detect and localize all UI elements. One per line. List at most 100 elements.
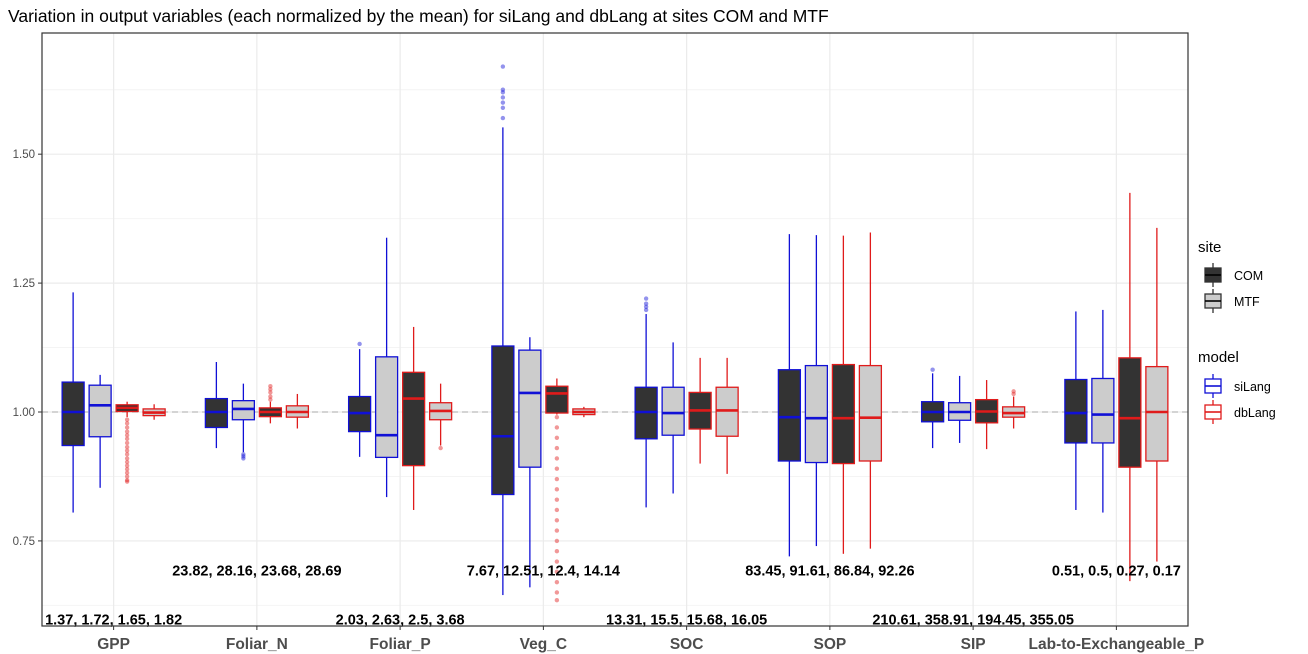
annotation-8: 0.51, 0.5, 0.27, 0.17 [1052,563,1181,579]
outlier-point [268,387,273,392]
outlier-point [268,397,273,402]
box-body [661,386,685,436]
outlier-point [124,456,130,461]
boxplot-soc-3 [688,357,712,464]
outlier-point [554,559,560,564]
boxplot-veg_c-1 [491,64,515,596]
boxplot-foliar_p-2 [374,237,399,498]
outlier-point [241,454,246,459]
outlier-point [554,579,560,585]
outlier-point [124,433,130,438]
legend-model: model siLang dbLang [1198,349,1276,424]
annotation-2: 23.82, 28.16, 23.68, 28.69 [172,563,341,579]
box-body [1118,357,1142,468]
legend-label: MTF [1234,295,1260,309]
x-tick-label: SOP [814,636,847,653]
outlier-point [1011,389,1016,394]
outlier-point [124,448,130,453]
boxplot-sip-2 [947,375,972,443]
boxplot-soc-2 [661,342,685,494]
chart-title: Variation in output variables (each norm… [8,6,829,26]
boxplot-veg_c-4 [572,406,596,418]
outlier-point [554,414,560,420]
outlier-point [554,476,560,482]
annotation-1: 1.37, 1.72, 1.65, 1.82 [45,612,182,628]
x-tick-label: SOC [670,636,704,653]
annotation-5: 13.31, 15.5, 15.68, 16.05 [606,612,767,628]
outlier-point [124,429,130,434]
box-body [804,364,829,464]
outlier-point [500,90,506,95]
box-body [88,384,112,438]
box-body [1091,377,1115,444]
boxplot-gpp-1 [61,292,85,513]
boxplot-veg_c-3 [545,378,569,603]
boxplot-foliar_p-4 [428,383,453,451]
outlier-point [124,421,130,426]
boxplot-sip-3 [974,380,999,450]
outlier-point [124,436,130,442]
outlier-point [500,95,506,100]
outlier-point [500,115,506,121]
outlier-point [124,425,130,430]
outlier-point [643,307,649,313]
annotation-6: 83.45, 91.61, 86.84, 92.26 [745,563,914,579]
outlier-point [643,296,649,301]
outlier-point [268,384,273,389]
panel-background [42,33,1188,626]
boxplot-foliar_p-3 [401,326,426,510]
legend-site: site COM MTF [1198,239,1263,313]
boxplot-gpp-2 [88,374,112,488]
outlier-point [124,467,130,472]
x-tick-label: GPP [97,636,130,653]
y-tick-label: 1.50 [13,149,35,161]
panel-border [41,32,1189,627]
outlier-point [554,445,560,451]
x-tick-label: Lab-to-Exchangeable_P [1029,636,1205,653]
outlier-point [241,452,246,457]
outlier-point [554,507,560,513]
boxplot-gpp-3 [115,401,139,484]
outlier-point [500,64,506,69]
outlier-point [554,425,560,430]
annotation-4: 7.67, 12.51, 12.4, 14.14 [467,563,620,579]
outlier-point [930,367,935,372]
y-tick-label: 1.00 [13,407,35,419]
outlier-point [500,100,506,105]
outlier-point [357,341,362,347]
legend-label: dbLang [1234,406,1276,420]
outlier-point [554,569,560,575]
box-body [545,385,569,414]
legend-model-title: model [1198,349,1239,366]
annotation-7: 210.61, 358.91, 194.45, 355.05 [872,612,1074,628]
boxplot-lab-to-exchangeable_p-1 [1064,311,1088,510]
outlier-point [124,477,130,483]
legend-label: siLang [1234,380,1271,394]
box-body [374,356,399,459]
outlier-point [554,497,560,502]
boxplot-foliar_n-2 [231,383,256,461]
boxplot-sop-3 [831,235,856,554]
outlier-point [554,466,560,471]
outlier-point [124,463,130,468]
outlier-point [1011,391,1016,397]
outlier-point [500,87,506,92]
box-body [401,371,426,467]
x-tick-label: Foliar_P [370,636,431,653]
boxplot-foliar_n-3 [258,384,283,424]
boxplot-foliar_p-1 [347,341,372,457]
annotation-3: 2.03, 2.63, 2.5, 3.68 [336,612,465,628]
box-body [777,369,802,462]
outlier-point [554,435,560,440]
box-body [858,364,883,462]
boxplot-soc-1 [634,296,658,508]
outlier-point [124,459,130,465]
outlier-point [124,470,130,476]
outlier-point [643,301,649,306]
plot-area: 1.37, 1.72, 1.65, 1.82 23.82, 28.16, 23.6… [13,32,1205,653]
outlier-point [124,417,130,422]
outlier-point [241,456,246,461]
outlier-point [124,444,130,450]
outlier-point [124,440,130,446]
